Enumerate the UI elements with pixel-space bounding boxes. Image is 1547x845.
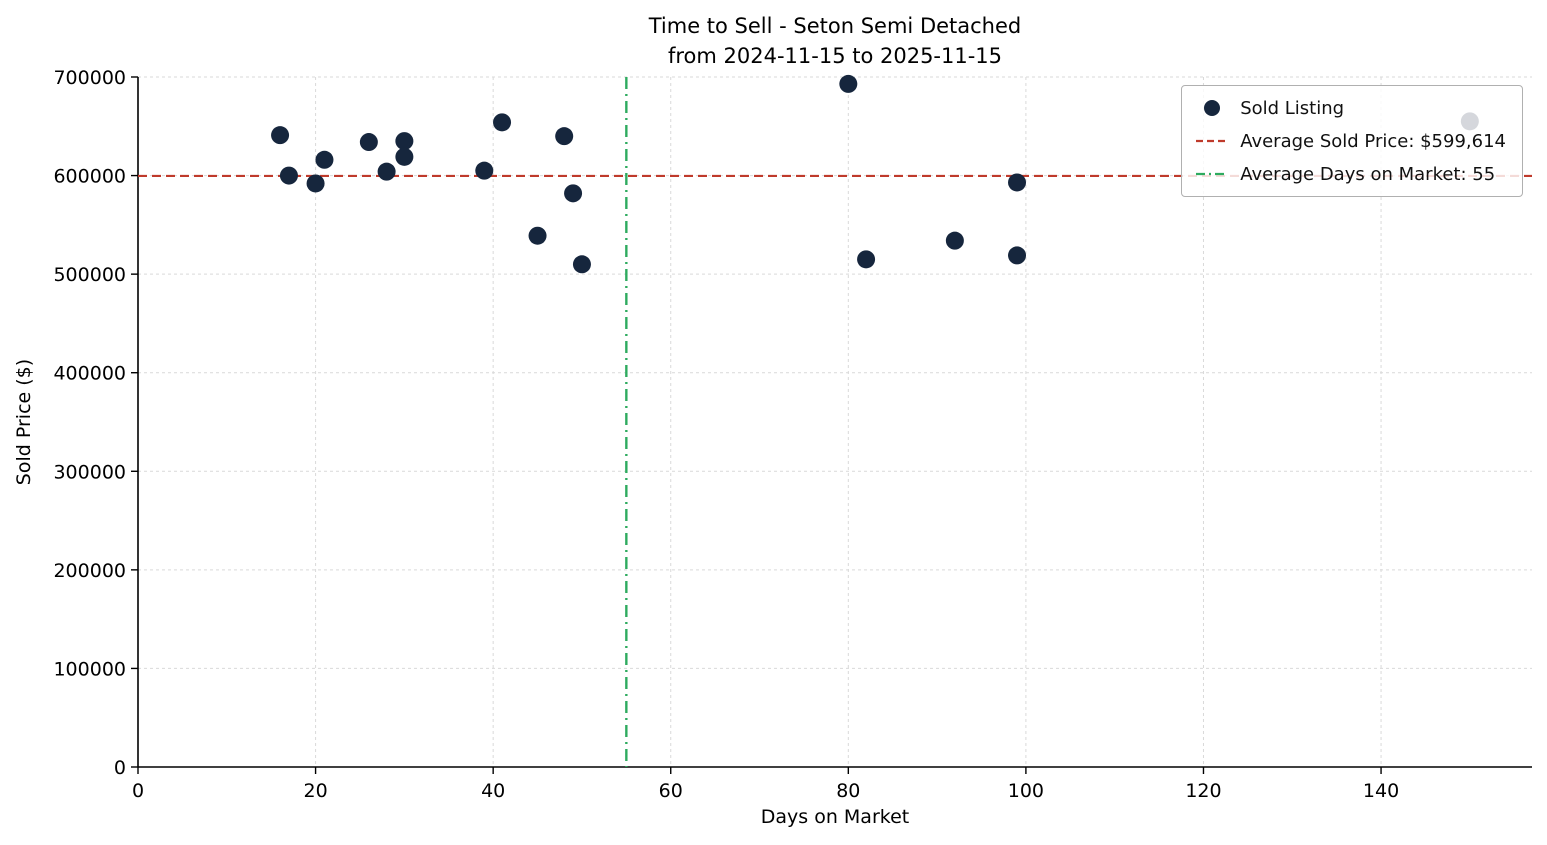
x-tick-label: 100 (1008, 780, 1044, 802)
scatter-point (271, 126, 290, 145)
scatter-point (555, 127, 574, 146)
chart-title-block: Time to Sell - Seton Semi Detached from … (138, 12, 1532, 72)
scatter-point (279, 166, 298, 185)
y-tick-label: 400000 (53, 363, 126, 385)
avg-days-line-icon (1196, 172, 1229, 176)
scatter-point (359, 133, 378, 152)
y-tick-label: 600000 (53, 166, 126, 188)
scatter-point (315, 150, 334, 169)
y-tick-label: 300000 (53, 461, 126, 483)
x-tick-label: 0 (132, 780, 144, 802)
x-tick-label: 60 (659, 780, 683, 802)
avg-sold-price-line-icon (1196, 139, 1229, 143)
legend-item-avg-days-on-market: Average Days on Market: 55 (1194, 161, 1506, 187)
chart-subtitle: from 2024-11-15 to 2025-11-15 (667, 43, 1003, 68)
scatter-point (306, 174, 325, 193)
scatter-point (395, 147, 414, 166)
legend-label-avg-days-on-market: Average Days on Market: 55 (1240, 163, 1496, 185)
scatter-point (945, 231, 964, 250)
scatter-point (1008, 246, 1027, 265)
scatter-point (493, 113, 512, 132)
chart-title: Time to Sell - Seton Semi Detached (648, 14, 1022, 38)
legend-label-sold-listing: Sold Listing (1240, 97, 1345, 119)
scatter-point (857, 250, 876, 269)
scatter-point (528, 226, 547, 245)
y-tick-label: 500000 (53, 264, 126, 286)
x-tick-label: 120 (1185, 780, 1221, 802)
scatter-point (377, 162, 396, 181)
scatter-point (395, 132, 414, 151)
legend: Sold Listing Average Sold Price: $599,61… (1181, 85, 1523, 197)
y-tick-label: 100000 (53, 658, 126, 680)
sold-listing-marker-icon (1204, 100, 1221, 116)
legend-item-sold-listing: Sold Listing (1194, 95, 1506, 121)
x-axis-label: Days on Market (760, 806, 910, 828)
scatter-point (1008, 173, 1027, 192)
y-tick-label: 200000 (53, 560, 126, 582)
x-tick-label: 140 (1363, 780, 1399, 802)
legend-item-avg-sold-price: Average Sold Price: $599,614 (1194, 128, 1506, 154)
scatter-point (839, 74, 858, 93)
scatter-point (475, 161, 494, 180)
scatter-point (572, 255, 591, 274)
legend-label-avg-sold-price: Average Sold Price: $599,614 (1240, 130, 1506, 152)
x-tick-label: 40 (481, 780, 505, 802)
y-tick-label: 700000 (53, 67, 126, 89)
x-tick-label: 80 (836, 780, 860, 802)
scatter-point (564, 184, 583, 203)
y-tick-label: 0 (114, 757, 126, 779)
y-axis-label: Sold Price ($) (13, 358, 35, 486)
x-tick-label: 20 (303, 780, 327, 802)
